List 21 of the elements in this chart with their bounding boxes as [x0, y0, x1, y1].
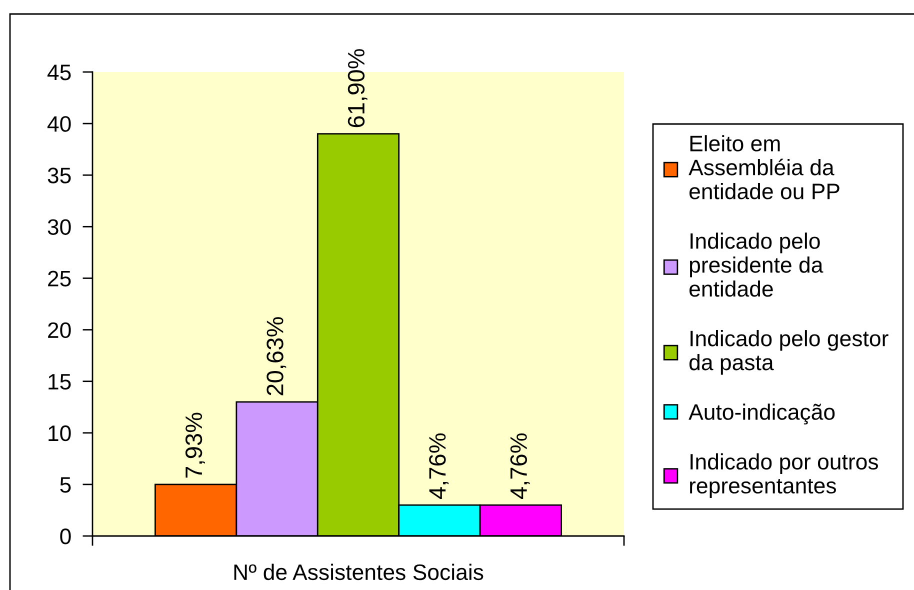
annotation: 20,63% — [266, 317, 286, 396]
annotation: 61,90% — [348, 49, 368, 128]
y-tick-label: 5 — [60, 477, 71, 493]
annotation: 4,76% — [510, 433, 530, 499]
y-tick-label: 30 — [48, 219, 71, 235]
y-tick-label: 45 — [47, 64, 71, 80]
y-tick-label: 10 — [48, 425, 71, 442]
legend-label: Indicado pelo gestor da pasta — [689, 330, 888, 375]
y-tick-label: 40 — [47, 116, 71, 132]
annotation: 7,93% — [185, 412, 205, 478]
y-tick-label: 15 — [48, 374, 71, 390]
legend-label: Indicado pelo presidente da entidade — [690, 232, 824, 297]
y-tick-label: 0 — [60, 528, 71, 544]
legend-label: Indicado por outros representantes — [690, 453, 878, 498]
y-tick-label: 25 — [48, 270, 71, 286]
annotation: 4,76% — [429, 433, 449, 499]
y-tick-label: 20 — [48, 322, 71, 338]
legend-label: Auto-indicação — [688, 404, 835, 424]
x-tick-label: Nº de Assistentes Sociais — [234, 564, 484, 580]
y-tick-label: 35 — [48, 168, 71, 184]
legend-label: Eleito em Assembléia da entidade ou PP — [688, 135, 840, 200]
